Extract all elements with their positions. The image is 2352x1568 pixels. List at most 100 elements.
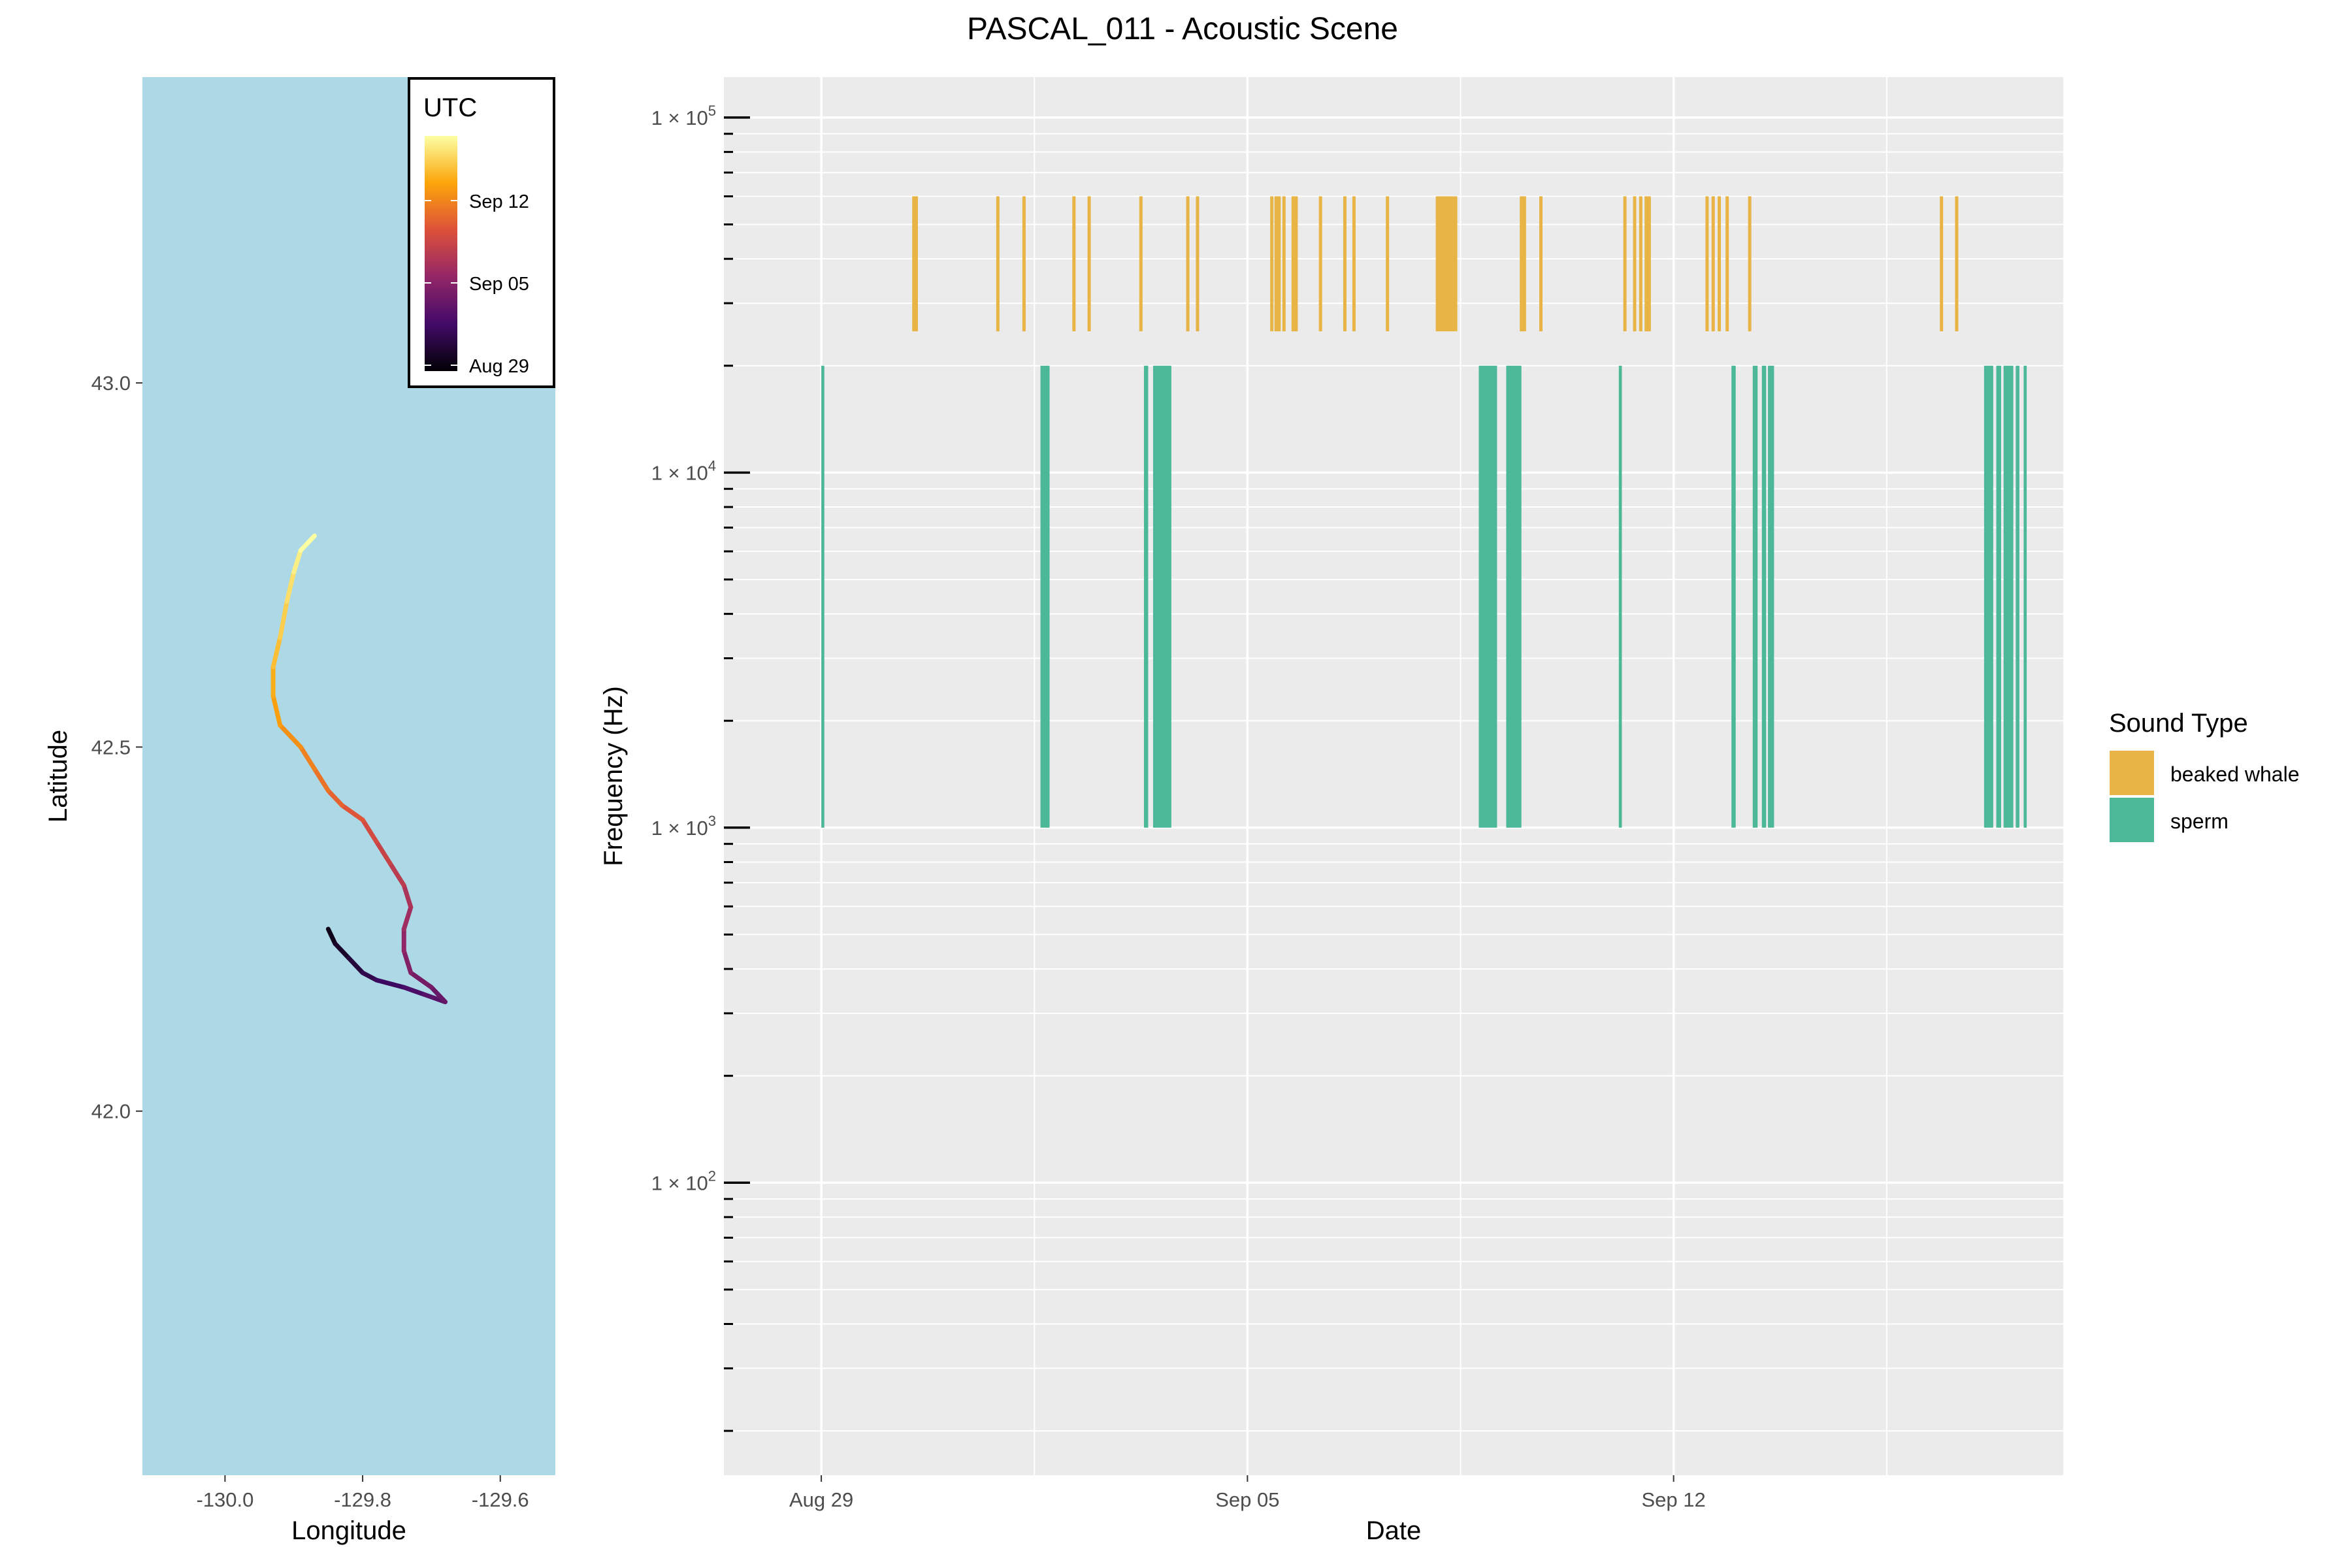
beaked-whale-bar bbox=[1748, 196, 1752, 332]
sperm-bar bbox=[1731, 365, 1736, 828]
colorbar-gradient bbox=[425, 136, 457, 371]
map-track-segment bbox=[374, 977, 406, 990]
beaked-whale-bar bbox=[914, 196, 918, 332]
beaked-whale-bar bbox=[1644, 196, 1648, 332]
beaked-whale-bar bbox=[1633, 196, 1637, 332]
map-y-tick-label: 42.5 bbox=[91, 736, 131, 759]
legend-key-beaked-whale bbox=[2108, 749, 2155, 796]
map-track-segment bbox=[401, 905, 414, 932]
beaked-whale-bar bbox=[1435, 196, 1439, 332]
colorbar-label: Sep 05 bbox=[469, 274, 529, 295]
map-track bbox=[270, 533, 448, 1005]
beaked-whale-bar bbox=[1454, 196, 1458, 332]
sperm-bar bbox=[1143, 365, 1149, 828]
acoustic-y-tick-exponent: 5 bbox=[708, 103, 716, 119]
acoustic-y-tick-exponent: 2 bbox=[708, 1168, 716, 1184]
beaked-whale-bar bbox=[1386, 196, 1390, 332]
map-track-segment bbox=[312, 766, 331, 793]
acoustic-y-tick-label: 1 × 102 bbox=[651, 1168, 716, 1194]
map-track-segment bbox=[401, 985, 427, 997]
legend-key-sperm bbox=[2108, 796, 2155, 843]
legend-title: Sound Type bbox=[2109, 709, 2248, 738]
beaked-whale-bar bbox=[1539, 196, 1543, 332]
acoustic-gridlines bbox=[724, 77, 2063, 1475]
legend-label-beaked-whale: beaked whale bbox=[2170, 762, 2299, 786]
map-track-segment bbox=[339, 803, 365, 823]
sperm-bar bbox=[1040, 365, 1050, 828]
acoustic-y-tick-label: 1 × 103 bbox=[651, 813, 716, 840]
map-x-tick-label: -130.0 bbox=[196, 1488, 253, 1511]
beaked-whale-bar bbox=[1522, 196, 1526, 332]
map-y-tick-label: 42.0 bbox=[91, 1100, 131, 1123]
sperm-bar bbox=[2003, 365, 2014, 828]
sound-type-legend: Sound Type beaked whale sperm bbox=[2108, 709, 2299, 843]
acoustic-y-tick-label: 1 × 104 bbox=[651, 457, 716, 484]
map-track-segment bbox=[387, 861, 406, 888]
sperm-bar bbox=[1761, 365, 1767, 828]
beaked-whale-bar bbox=[1282, 196, 1286, 332]
acoustic-y-tick-label: 1 × 105 bbox=[651, 103, 716, 129]
beaked-whale-bar bbox=[1441, 196, 1445, 332]
map-track-segment bbox=[270, 693, 283, 728]
beaked-whale-bar bbox=[1186, 196, 1190, 332]
map-panel: -130.0 -129.8 -129.6 42.0 42.5 43.0 Longitude… bbox=[44, 77, 555, 1545]
map-track-segment bbox=[325, 926, 338, 946]
beaked-whale-bar bbox=[1623, 196, 1627, 332]
map-track-segment bbox=[278, 599, 289, 640]
map-x-axis-title: Longitude bbox=[291, 1516, 406, 1545]
colorbar-label: Sep 12 bbox=[469, 191, 529, 212]
beaked-whale-bar bbox=[1343, 196, 1347, 332]
sperm-bar bbox=[1618, 365, 1622, 828]
sperm-bar bbox=[1478, 365, 1497, 828]
sperm-bar bbox=[1768, 365, 1774, 828]
map-track-segment bbox=[298, 744, 317, 772]
map-track-segment bbox=[429, 985, 448, 1005]
map-track-segment bbox=[298, 533, 317, 553]
map-track-segment bbox=[360, 970, 379, 983]
beaked-whale-bar bbox=[1352, 196, 1356, 332]
beaked-whale-bar bbox=[1022, 196, 1026, 332]
sperm-bar bbox=[1506, 365, 1522, 828]
map-axes: -130.0 -129.8 -129.6 42.0 42.5 43.0 bbox=[91, 372, 529, 1511]
map-track-segment bbox=[408, 970, 434, 990]
acoustic-x-tick-label: Sep 05 bbox=[1215, 1488, 1279, 1511]
beaked-whale-bar bbox=[1639, 196, 1642, 332]
beaked-whale-bar bbox=[912, 196, 916, 332]
sperm-bar bbox=[1984, 365, 1993, 828]
beaked-whale-bar bbox=[1274, 196, 1278, 332]
map-track-segment bbox=[325, 788, 344, 808]
acoustic-y-tick-exponent: 4 bbox=[708, 457, 716, 474]
map-x-tick-label: -129.8 bbox=[334, 1488, 391, 1511]
beaked-whale-bar bbox=[1277, 196, 1281, 332]
acoustic-y-axis-title: Frequency (Hz) bbox=[599, 686, 628, 866]
sperm-bar bbox=[1752, 365, 1758, 828]
map-track-segment bbox=[401, 949, 414, 975]
beaked-whale-bar bbox=[1718, 196, 1722, 332]
map-track-segment bbox=[401, 883, 414, 910]
beaked-whale-bar bbox=[996, 196, 1000, 332]
utc-colorbar-legend: UTC Sep 12 Sep 05 Aug 29 bbox=[408, 77, 555, 388]
map-track-segment bbox=[346, 956, 365, 975]
sperm-bar bbox=[821, 365, 825, 828]
map-y-axis-title: Latitude bbox=[44, 730, 73, 823]
map-track-segment bbox=[278, 723, 303, 749]
colorbar-label: Aug 29 bbox=[469, 356, 529, 377]
legend-label-sperm: sperm bbox=[2170, 809, 2229, 833]
beaked-whale-bar bbox=[1318, 196, 1322, 332]
beaked-whale-bar bbox=[1294, 196, 1298, 332]
map-track-segment bbox=[360, 817, 379, 844]
acoustic-panel: 1 × 102 1 × 103 1 × 104 1 × 105 Aug 29 Sep 05… bbox=[599, 77, 2299, 1545]
beaked-whale-bar bbox=[1196, 196, 1200, 332]
sperm-bar bbox=[2016, 365, 2019, 828]
beaked-whale-bar bbox=[1139, 196, 1143, 332]
acoustic-x-axis-title: Date bbox=[1366, 1516, 1422, 1545]
acoustic-x-tick-label: Aug 29 bbox=[789, 1488, 853, 1511]
beaked-whale-bar bbox=[1450, 196, 1454, 332]
beaked-whale-bar bbox=[1448, 196, 1452, 332]
acoustic-panel-background bbox=[724, 77, 2063, 1475]
map-track-segment bbox=[333, 941, 351, 961]
map-x-tick-label: -129.6 bbox=[472, 1488, 529, 1511]
colorbar-title: UTC bbox=[423, 93, 477, 122]
map-track-segment bbox=[374, 839, 393, 866]
